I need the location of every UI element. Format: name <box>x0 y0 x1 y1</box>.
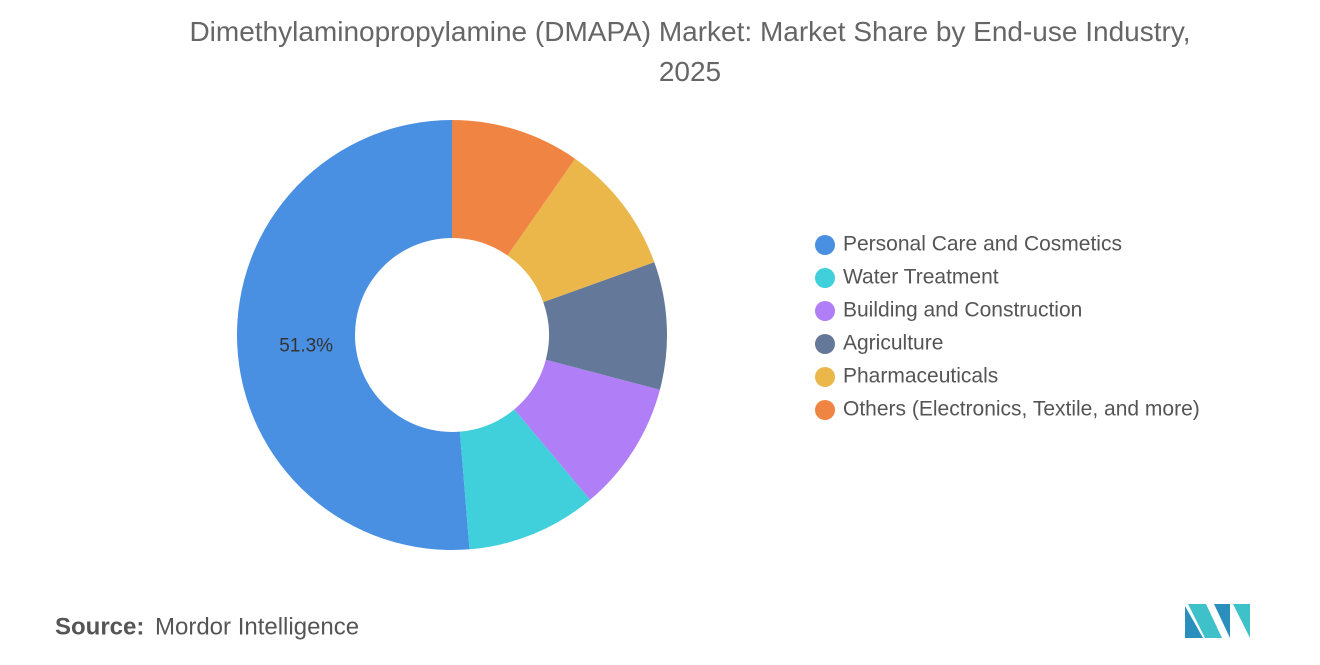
donut-slice <box>459 409 591 550</box>
donut-slice <box>543 262 667 390</box>
legend-label: Others (Electronics, Textile, and more) <box>843 398 1200 421</box>
legend-label: Pharmaceuticals <box>843 365 998 388</box>
legend-marker <box>815 235 835 255</box>
logo <box>1185 604 1250 638</box>
legend-marker <box>815 334 835 354</box>
legend-marker <box>815 367 835 387</box>
legend-marker <box>815 301 835 321</box>
legend-marker <box>815 400 835 420</box>
data-label: 51.3% <box>279 335 333 356</box>
donut-slice <box>237 120 470 551</box>
chart-title: Dimethylaminopropylamine (DMAPA) Market:… <box>189 16 1191 87</box>
donut-slice <box>507 158 655 303</box>
legend-label: Agriculture <box>843 332 943 355</box>
legend-label: Water Treatment <box>843 266 999 289</box>
legend-label: Personal Care and Cosmetics <box>843 233 1122 256</box>
legend-marker <box>815 268 835 288</box>
donut-slice <box>452 120 576 256</box>
donut-slice <box>514 359 660 500</box>
source-label: Source: <box>55 613 144 640</box>
legend-label: Building and Construction <box>843 299 1082 322</box>
source: Mordor Intelligence <box>155 613 359 640</box>
